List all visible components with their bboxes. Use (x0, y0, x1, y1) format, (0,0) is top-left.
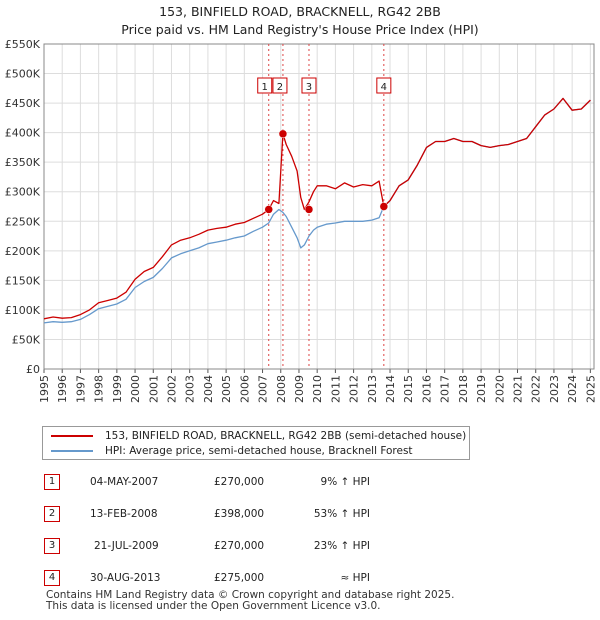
y-tick-label: £50K (12, 333, 41, 346)
y-tick-label: £150K (5, 274, 41, 287)
footer-copyright: Contains HM Land Registry data © Crown c… (46, 589, 455, 601)
plot-area (44, 44, 594, 369)
x-tick-label: 2012 (348, 375, 361, 403)
y-tick-label: £300K (5, 186, 41, 199)
x-tick-label: 1998 (93, 375, 106, 403)
y-tick-label: £400K (5, 127, 41, 140)
x-tick-label: 2013 (366, 375, 379, 403)
sale-hpi: ≈ HPI (340, 572, 370, 584)
table-row: 3 21-JUL-2009 £270,000 23% ↑ HPI (0, 538, 600, 556)
sale-date: 30-AUG-2013 (90, 572, 161, 584)
sale-number: 3 (44, 538, 60, 554)
x-tick-label: 2024 (566, 375, 579, 403)
sale-number: 2 (44, 506, 60, 522)
x-tick-label: 2016 (420, 375, 433, 403)
x-tick-label: 2025 (584, 375, 597, 403)
sale-number-label: 4 (381, 82, 387, 93)
x-tick-label: 2008 (275, 375, 288, 403)
x-tick-label: 2020 (493, 375, 506, 403)
sale-number-label: 2 (277, 82, 283, 93)
legend-item-hpi: HPI: Average price, semi-detached house,… (51, 444, 413, 458)
sale-number-box (376, 77, 392, 94)
sale-price: £270,000 (214, 476, 265, 488)
x-tick-label: 2009 (293, 375, 306, 403)
x-tick-label: 2015 (402, 375, 415, 403)
sale-price: £275,000 (214, 572, 265, 584)
legend-swatch-property (51, 435, 93, 437)
y-tick-label: £500K (5, 68, 41, 81)
sale-price: £398,000 (214, 508, 265, 520)
plot-frame (43, 43, 595, 370)
sale-number-label: 1 (262, 82, 268, 93)
x-tick-label: 1995 (38, 375, 51, 403)
sale-number-box (301, 77, 317, 94)
x-tick-label: 2014 (384, 375, 397, 403)
sale-point (278, 129, 288, 139)
chart-title: 153, BINFIELD ROAD, BRACKNELL, RG42 2BB (159, 4, 441, 19)
sale-price: £270,000 (214, 540, 265, 552)
sale-number-box (272, 77, 288, 94)
series-line-property (43, 97, 591, 320)
legend-swatch-hpi (51, 450, 93, 452)
y-tick-label: £450K (5, 97, 41, 110)
sale-number-box (257, 77, 273, 94)
y-tick-label: £350K (5, 156, 41, 169)
sale-hpi: 9% ↑ HPI (320, 476, 370, 488)
x-tick-label: 2001 (147, 375, 160, 403)
x-tick-label: 2005 (220, 375, 233, 403)
y-tick-label: £200K (5, 245, 41, 258)
x-tick-label: 2011 (329, 375, 342, 403)
x-tick-label: 1997 (74, 375, 87, 403)
x-tick-label: 2021 (512, 375, 525, 403)
x-tick-label: 1999 (111, 375, 124, 403)
x-tick-label: 2003 (184, 375, 197, 403)
legend-label-property: 153, BINFIELD ROAD, BRACKNELL, RG42 2BB … (105, 430, 467, 442)
sale-point (304, 205, 314, 214)
table-row: 4 30-AUG-2013 £275,000 ≈ HPI (0, 570, 600, 588)
legend: 153, BINFIELD ROAD, BRACKNELL, RG42 2BB … (42, 426, 470, 460)
x-tick-label: 2004 (202, 375, 215, 403)
sale-hpi: 53% ↑ HPI (313, 508, 370, 520)
x-tick-label: 2006 (238, 375, 251, 403)
sale-hpi: 23% ↑ HPI (313, 540, 370, 552)
x-tick-label: 2010 (311, 375, 324, 403)
sale-point (264, 205, 273, 214)
sale-date: 04-MAY-2007 (90, 476, 159, 488)
x-tick-label: 1996 (56, 375, 69, 403)
legend-label-hpi: HPI: Average price, semi-detached house,… (105, 445, 413, 457)
x-tick-label: 2018 (457, 375, 470, 403)
sale-point (379, 202, 389, 211)
x-tick-label: 2022 (530, 375, 543, 403)
y-tick-label: £550K (5, 38, 41, 51)
y-tick-label: £0 (26, 363, 40, 376)
footer: Contains HM Land Registry data © Crown c… (46, 590, 454, 612)
table-row: 2 13-FEB-2008 £398,000 53% ↑ HPI (0, 506, 600, 524)
x-tick-label: 2023 (548, 375, 561, 403)
x-tick-label: 2002 (165, 375, 178, 403)
x-tick-label: 2007 (257, 375, 270, 403)
sale-number: 4 (44, 570, 60, 586)
y-tick-label: £250K (5, 215, 41, 228)
legend-item-property: 153, BINFIELD ROAD, BRACKNELL, RG42 2BB … (51, 429, 466, 443)
sale-date: 13-FEB-2008 (90, 508, 158, 520)
price-chart: £0 £50K £100K £150K £200K £250K £300K £350K £400… (5, 38, 598, 403)
x-tick-label: 2019 (475, 375, 488, 403)
sale-number: 1 (44, 474, 60, 490)
sale-number-label: 3 (306, 82, 312, 93)
table-row: 1 04-MAY-2007 £270,000 9% ↑ HPI (0, 474, 600, 492)
x-tick-label: 2017 (439, 375, 452, 403)
chart-subtitle: Price paid vs. HM Land Registry's House … (121, 22, 479, 37)
y-tick-label: £100K (5, 304, 41, 317)
x-tick-label: 2000 (129, 375, 142, 403)
sale-date: 21-JUL-2009 (94, 540, 159, 552)
footer-license: This data is licensed under the Open Gov… (46, 600, 381, 612)
